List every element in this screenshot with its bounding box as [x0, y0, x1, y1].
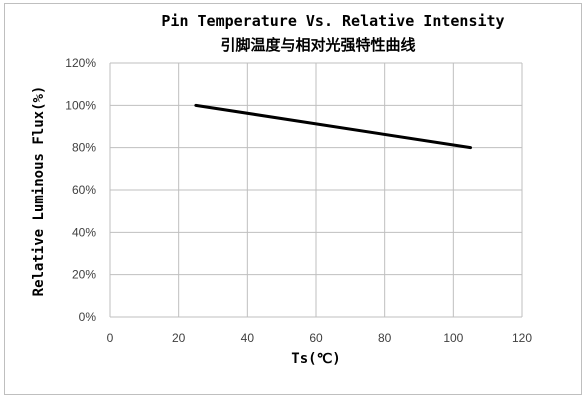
chart-title: Pin Temperature Vs. Relative Intensity	[161, 12, 504, 30]
y-tick-label: 100%	[65, 98, 96, 112]
y-tick-label: 40%	[72, 225, 96, 239]
grid	[109, 62, 523, 318]
x-tick-label: 120	[512, 331, 532, 345]
tick-labels: 0% 20% 40% 60% 80% 100% 120% 0 20 40 60 80 100 120	[65, 56, 532, 345]
x-tick-label: 20	[172, 331, 186, 345]
x-axis-title: Ts(℃)	[291, 351, 340, 367]
x-tick-label: 40	[241, 331, 255, 345]
x-tick-label: 60	[309, 331, 323, 345]
series-group	[194, 103, 472, 150]
y-axis-title: Relative Luminous Flux(%)	[31, 86, 47, 297]
y-tick-label: 60%	[72, 183, 96, 197]
chart-subtitle: 引脚温度与相对光强特性曲线	[220, 36, 415, 54]
x-tick-label: 100	[443, 331, 463, 345]
y-tick-label: 20%	[72, 268, 96, 282]
x-tick-label: 80	[378, 331, 392, 345]
chart-frame	[4, 3, 582, 395]
x-tick-label: 0	[107, 331, 114, 345]
series-line-0	[194, 103, 472, 150]
y-tick-label: 0%	[79, 310, 97, 324]
y-tick-label: 120%	[65, 56, 96, 70]
y-tick-label: 80%	[72, 141, 96, 155]
